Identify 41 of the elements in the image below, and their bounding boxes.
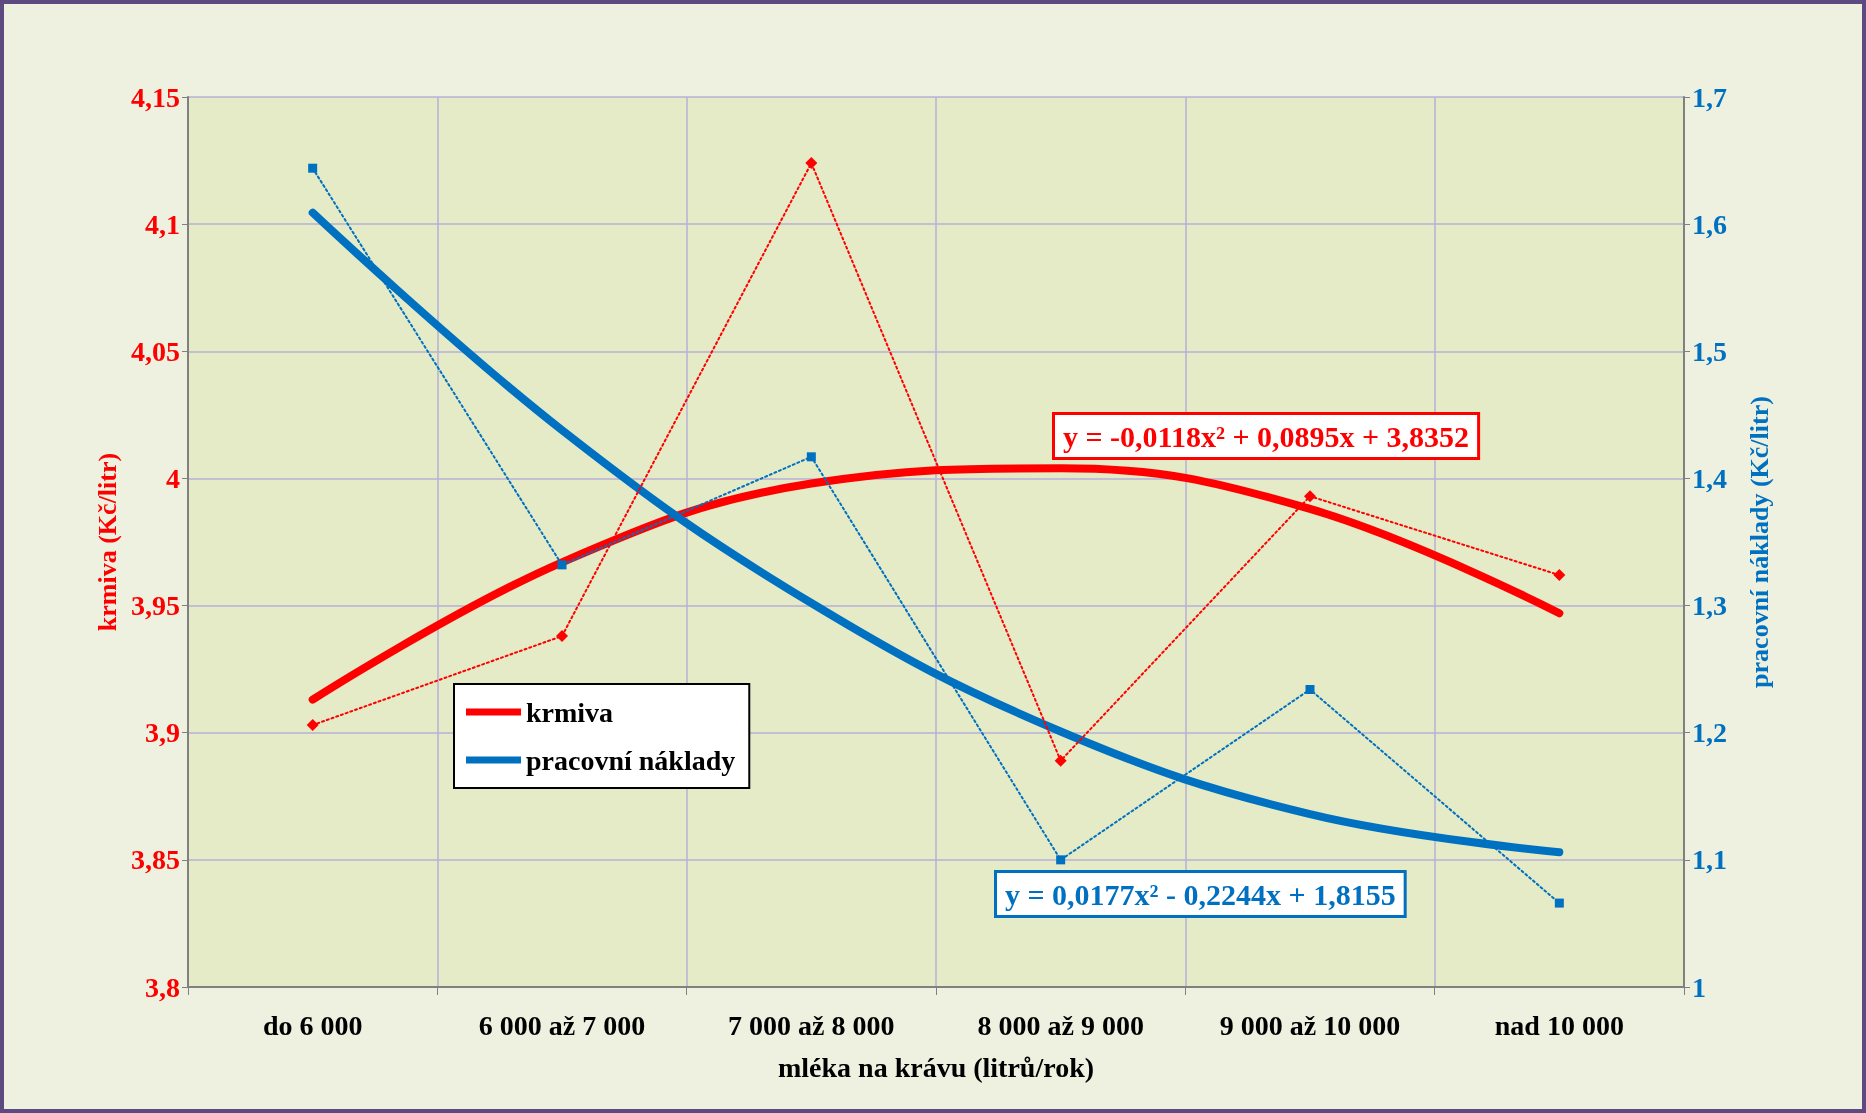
y-tick-label: 3,95 (131, 590, 180, 622)
point (556, 630, 568, 643)
y2-tick-label: 1 (1692, 971, 1706, 1003)
legend-label: krmiva (526, 696, 614, 728)
x-tick-label: 8 000 až 9 000 (977, 1009, 1144, 1041)
y2-tick-label: 1,3 (1692, 590, 1727, 622)
point (1054, 754, 1067, 767)
x-tick-label: nad 10 000 (1494, 1009, 1624, 1041)
point (308, 163, 318, 173)
y2-tick-label: 1,2 (1692, 717, 1727, 749)
y-tick-label: 3,9 (145, 717, 180, 749)
x-tick-label: do 6 000 (262, 1009, 363, 1041)
y-tick-label: 3,8 (145, 971, 180, 1003)
annotation: y = 0,0177x² - 0,2244x + 1,8155 (1005, 877, 1396, 911)
point (1554, 898, 1564, 908)
point (1553, 569, 1566, 582)
point (306, 719, 319, 732)
legend-label: pracovní náklady (526, 744, 736, 776)
annotation: y = -0,0118x² + 0,0895x + 3,8352 (1063, 419, 1470, 453)
y2-tick-label: 1,5 (1692, 335, 1727, 367)
y-tick-label: 4,15 (131, 81, 180, 113)
point (806, 452, 816, 462)
y-tick-label: 4,05 (131, 335, 180, 367)
point (1304, 490, 1316, 503)
y2-tick-label: 1,1 (1692, 844, 1727, 876)
x-tick-label: 9 000 až 10 000 (1219, 1009, 1401, 1041)
point (1305, 684, 1315, 694)
y2-tick-label: 1,4 (1692, 462, 1727, 494)
x-axis-title: mléka na krávu (litrů/rok) (777, 1051, 1095, 1083)
point (557, 560, 567, 570)
point (1056, 855, 1066, 865)
y2-tick-label: 1,7 (1692, 81, 1727, 113)
y2-tick-label: 1,6 (1692, 208, 1727, 240)
y-tick-label: 3,85 (131, 844, 180, 876)
y-tick-label: 4,1 (145, 208, 180, 240)
y-tick-label: 4 (166, 462, 180, 494)
x-tick-label: 7 000 až 8 000 (728, 1009, 895, 1041)
y2-axis-title: pracovní náklady (Kč/litr) (1744, 396, 1774, 688)
x-tick-label: 6 000 až 7 000 (478, 1009, 646, 1041)
y-axis-title: krmiva (Kč/litr) (92, 452, 122, 632)
point (805, 157, 818, 170)
